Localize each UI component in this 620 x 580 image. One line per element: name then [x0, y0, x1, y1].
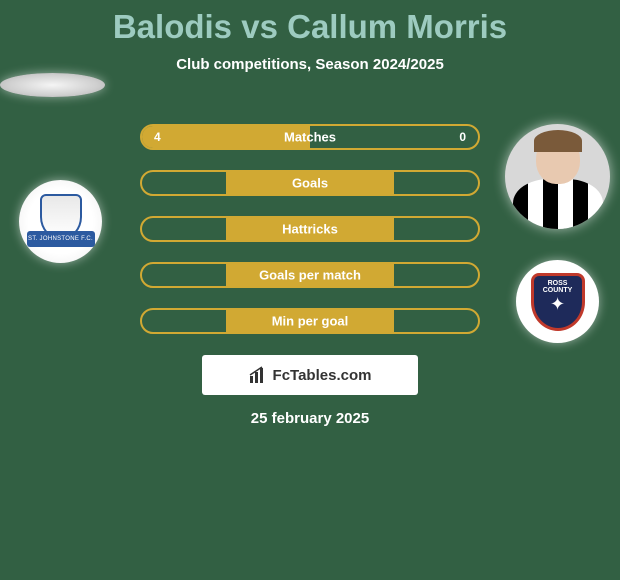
left-player-avatar — [0, 73, 105, 97]
right-club-crest: ROSS COUNTY ✦ — [516, 260, 599, 343]
watermark: FcTables.com — [202, 355, 418, 395]
stat-bar-goals: Goals — [140, 170, 480, 196]
stats-bars: Matches40GoalsHattricksGoals per matchMi… — [140, 124, 480, 354]
left-crest-text: ST. JOHNSTONE F.C. — [27, 231, 95, 247]
subtitle: Club competitions, Season 2024/2025 — [0, 56, 620, 73]
title-left-player: Balodis — [113, 8, 232, 45]
title-vs: vs — [241, 8, 278, 45]
date-text: 25 february 2025 — [0, 410, 620, 427]
page-title: Balodis vs Callum Morris — [0, 0, 620, 46]
stat-bar-matches: Matches40 — [140, 124, 480, 150]
right-player-avatar — [505, 124, 610, 229]
stat-value-right: 0 — [459, 130, 466, 144]
watermark-text: FcTables.com — [273, 367, 372, 384]
stat-value-left: 4 — [154, 130, 161, 144]
right-crest-text: ROSS COUNTY — [534, 280, 582, 294]
stag-icon: ✦ — [550, 294, 565, 315]
title-right-player: Callum Morris — [287, 8, 507, 45]
stat-bar-min-per-goal: Min per goal — [140, 308, 480, 334]
stat-bar-hattricks: Hattricks — [140, 216, 480, 242]
left-club-crest: ST. JOHNSTONE F.C. — [19, 180, 102, 263]
watermark-chart-icon — [249, 366, 267, 384]
stat-bar-goals-per-match: Goals per match — [140, 262, 480, 288]
comparison-card: Balodis vs Callum Morris Club competitio… — [0, 0, 620, 580]
